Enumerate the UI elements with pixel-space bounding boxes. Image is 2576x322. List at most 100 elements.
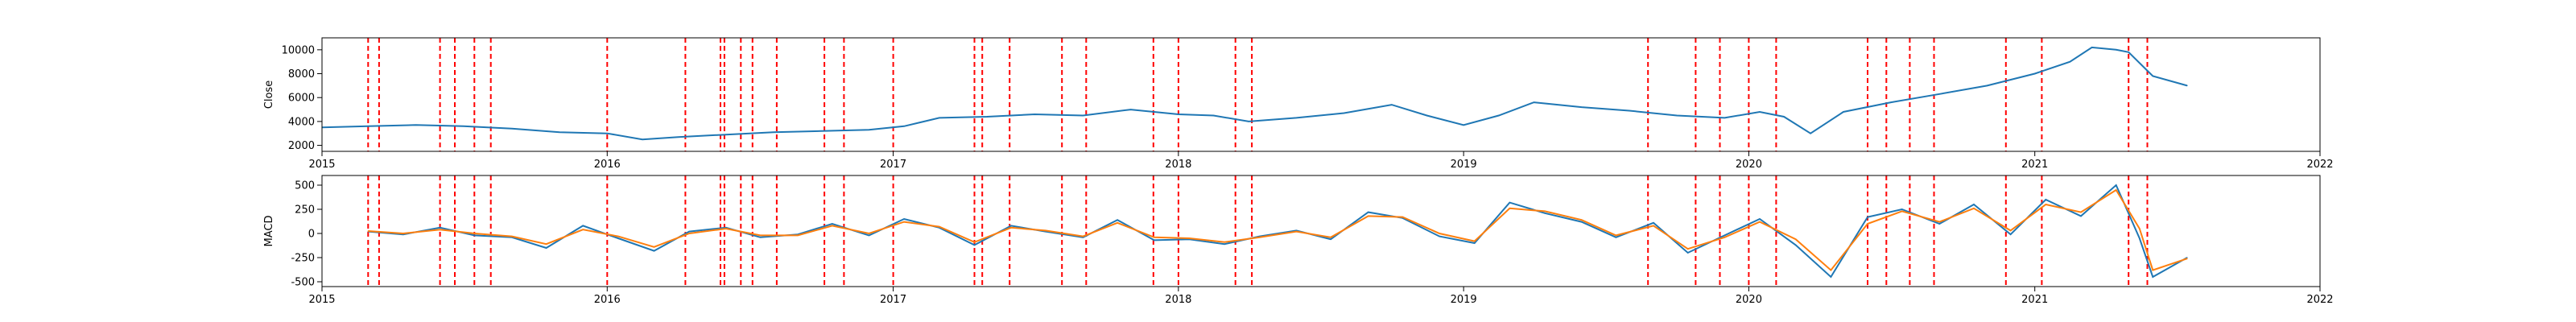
data-point	[617, 237, 619, 239]
data-point	[759, 234, 762, 236]
data-point	[1759, 221, 1761, 223]
data-point	[559, 131, 560, 133]
data-point	[1544, 210, 1546, 212]
data-point	[1795, 244, 1797, 246]
y-axis-label: Close	[263, 80, 275, 109]
data-point	[688, 231, 690, 233]
data-point	[1224, 243, 1225, 245]
data-point	[2186, 85, 2188, 86]
data-point	[415, 124, 417, 126]
data-point	[582, 229, 584, 230]
data-point	[986, 116, 988, 118]
signal-series-line	[368, 188, 2188, 272]
y-tick-label: -250	[291, 253, 315, 265]
x-tick-label: 2021	[2021, 159, 2048, 171]
data-point	[973, 244, 976, 246]
x-tick-label: 2015	[308, 159, 335, 171]
data-point	[1890, 101, 1892, 103]
data-point	[725, 134, 727, 135]
data-point	[1810, 133, 1811, 134]
data-point	[1901, 210, 1903, 212]
x-tick-label: 2020	[1736, 159, 1762, 171]
data-point	[1117, 219, 1118, 221]
data-point	[2080, 212, 2082, 213]
data-point	[2186, 258, 2188, 259]
data-point	[1010, 225, 1012, 226]
data-point	[2010, 233, 2012, 235]
data-point	[1724, 234, 1725, 236]
data-point	[1795, 238, 1797, 240]
x-tick-label: 2022	[2306, 159, 2333, 171]
data-point	[678, 136, 679, 138]
data-point	[2139, 237, 2140, 239]
data-point	[1212, 114, 1215, 117]
data-point	[2186, 257, 2188, 258]
data-point	[1463, 124, 1464, 126]
x-tick-label: 2019	[1451, 294, 1477, 306]
data-point	[1759, 111, 1761, 113]
x-tick-label: 2017	[880, 294, 906, 306]
close-series-line	[321, 46, 2188, 141]
data-point	[1938, 221, 1940, 223]
close-price-panel: 2015 2016 2017 2018 2019 2020 2021 2022 2000 4000…	[263, 37, 2334, 171]
data-point	[511, 236, 513, 237]
x-tick-label: 2016	[594, 294, 621, 306]
x-tick-label: 2022	[2306, 294, 2333, 306]
data-point	[1010, 227, 1012, 229]
data-point	[1474, 242, 1476, 244]
data-point	[1188, 237, 1190, 239]
data-point	[2010, 229, 2012, 231]
data-point	[1498, 114, 1500, 117]
data-point	[2139, 228, 2140, 229]
data-point	[1783, 116, 1785, 118]
data-point	[1938, 223, 1940, 225]
data-point	[1676, 114, 1678, 117]
data-point	[820, 130, 822, 132]
x-tick-label: 2016	[594, 159, 621, 171]
data-point	[1426, 114, 1428, 117]
y-tick-label: 500	[295, 180, 315, 192]
data-point	[1938, 93, 1940, 95]
y-tick-label: 0	[308, 229, 315, 241]
x-tick-label: 2018	[1165, 294, 1191, 306]
data-point	[606, 133, 608, 134]
data-point	[1045, 229, 1046, 231]
macd-series-line	[368, 184, 2188, 279]
data-point	[582, 225, 584, 226]
x-tick-label: 2018	[1165, 159, 1191, 171]
data-point	[1581, 106, 1583, 108]
y-tick-label: 2000	[288, 140, 315, 152]
data-point	[546, 247, 547, 249]
data-point	[617, 236, 619, 237]
x-tick-label: 2020	[1736, 294, 1762, 306]
data-point	[1474, 241, 1476, 242]
y-tick-label: 250	[295, 204, 315, 217]
y-tick-label: 8000	[288, 68, 315, 80]
data-point	[2034, 72, 2036, 75]
data-point	[1439, 236, 1440, 237]
y-tick-label: -500	[291, 277, 315, 289]
data-point	[1581, 221, 1583, 223]
data-point	[1687, 252, 1689, 254]
data-point	[511, 128, 513, 130]
data-point	[2080, 215, 2082, 217]
data-point	[1130, 109, 1132, 110]
data-point	[725, 228, 727, 229]
data-point	[546, 243, 547, 245]
data-point	[1581, 219, 1583, 221]
data-point	[1295, 231, 1297, 233]
data-point	[1509, 202, 1510, 204]
data-point	[773, 131, 774, 133]
data-point	[1082, 114, 1084, 117]
y-tick-label: 4000	[288, 116, 315, 128]
data-point	[797, 234, 799, 236]
data-point	[367, 230, 369, 232]
data-point	[1687, 248, 1689, 250]
data-point	[903, 218, 905, 220]
x-tick-label: 2019	[1451, 159, 1477, 171]
data-point	[473, 234, 475, 236]
data-point	[1986, 85, 1988, 86]
macd-panel: 2015 2016 2017 2018 2019 2020 2021 2022 -500 -250…	[263, 175, 2334, 306]
axes-frame	[321, 37, 2321, 152]
